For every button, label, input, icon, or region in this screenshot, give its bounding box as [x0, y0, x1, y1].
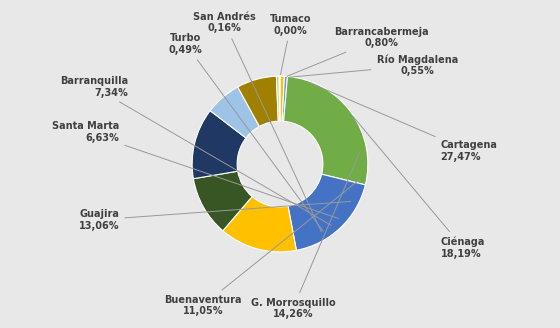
Text: Santa Marta
6,63%: Santa Marta 6,63%	[52, 121, 338, 218]
Text: Barrancabermeja
0,80%: Barrancabermeja 0,80%	[287, 27, 429, 76]
Text: San Andrés
0,16%: San Andrés 0,16%	[193, 12, 321, 232]
Wedge shape	[280, 76, 284, 121]
Text: G. Morrosquillo
14,26%: G. Morrosquillo 14,26%	[250, 152, 360, 319]
Text: Guajira
13,06%: Guajira 13,06%	[79, 201, 351, 231]
Wedge shape	[283, 76, 368, 185]
Text: Cartagena
27,47%: Cartagena 27,47%	[309, 82, 498, 162]
Text: Barranquilla
7,34%: Barranquilla 7,34%	[60, 76, 331, 225]
Wedge shape	[282, 76, 287, 121]
Text: Turbo
0,49%: Turbo 0,49%	[169, 33, 323, 231]
Wedge shape	[279, 76, 280, 121]
Text: Buenaventura
11,05%: Buenaventura 11,05%	[164, 180, 359, 316]
Text: Ciénaga
18,19%: Ciénaga 18,19%	[352, 116, 485, 258]
Wedge shape	[288, 174, 365, 250]
Wedge shape	[193, 171, 252, 231]
Text: Tumaco
0,00%: Tumaco 0,00%	[270, 14, 311, 74]
Text: Río Magdalena
0,55%: Río Magdalena 0,55%	[290, 54, 458, 77]
Wedge shape	[210, 87, 259, 138]
Wedge shape	[192, 111, 246, 179]
Wedge shape	[277, 76, 279, 121]
Wedge shape	[223, 196, 296, 252]
Wedge shape	[238, 76, 278, 126]
